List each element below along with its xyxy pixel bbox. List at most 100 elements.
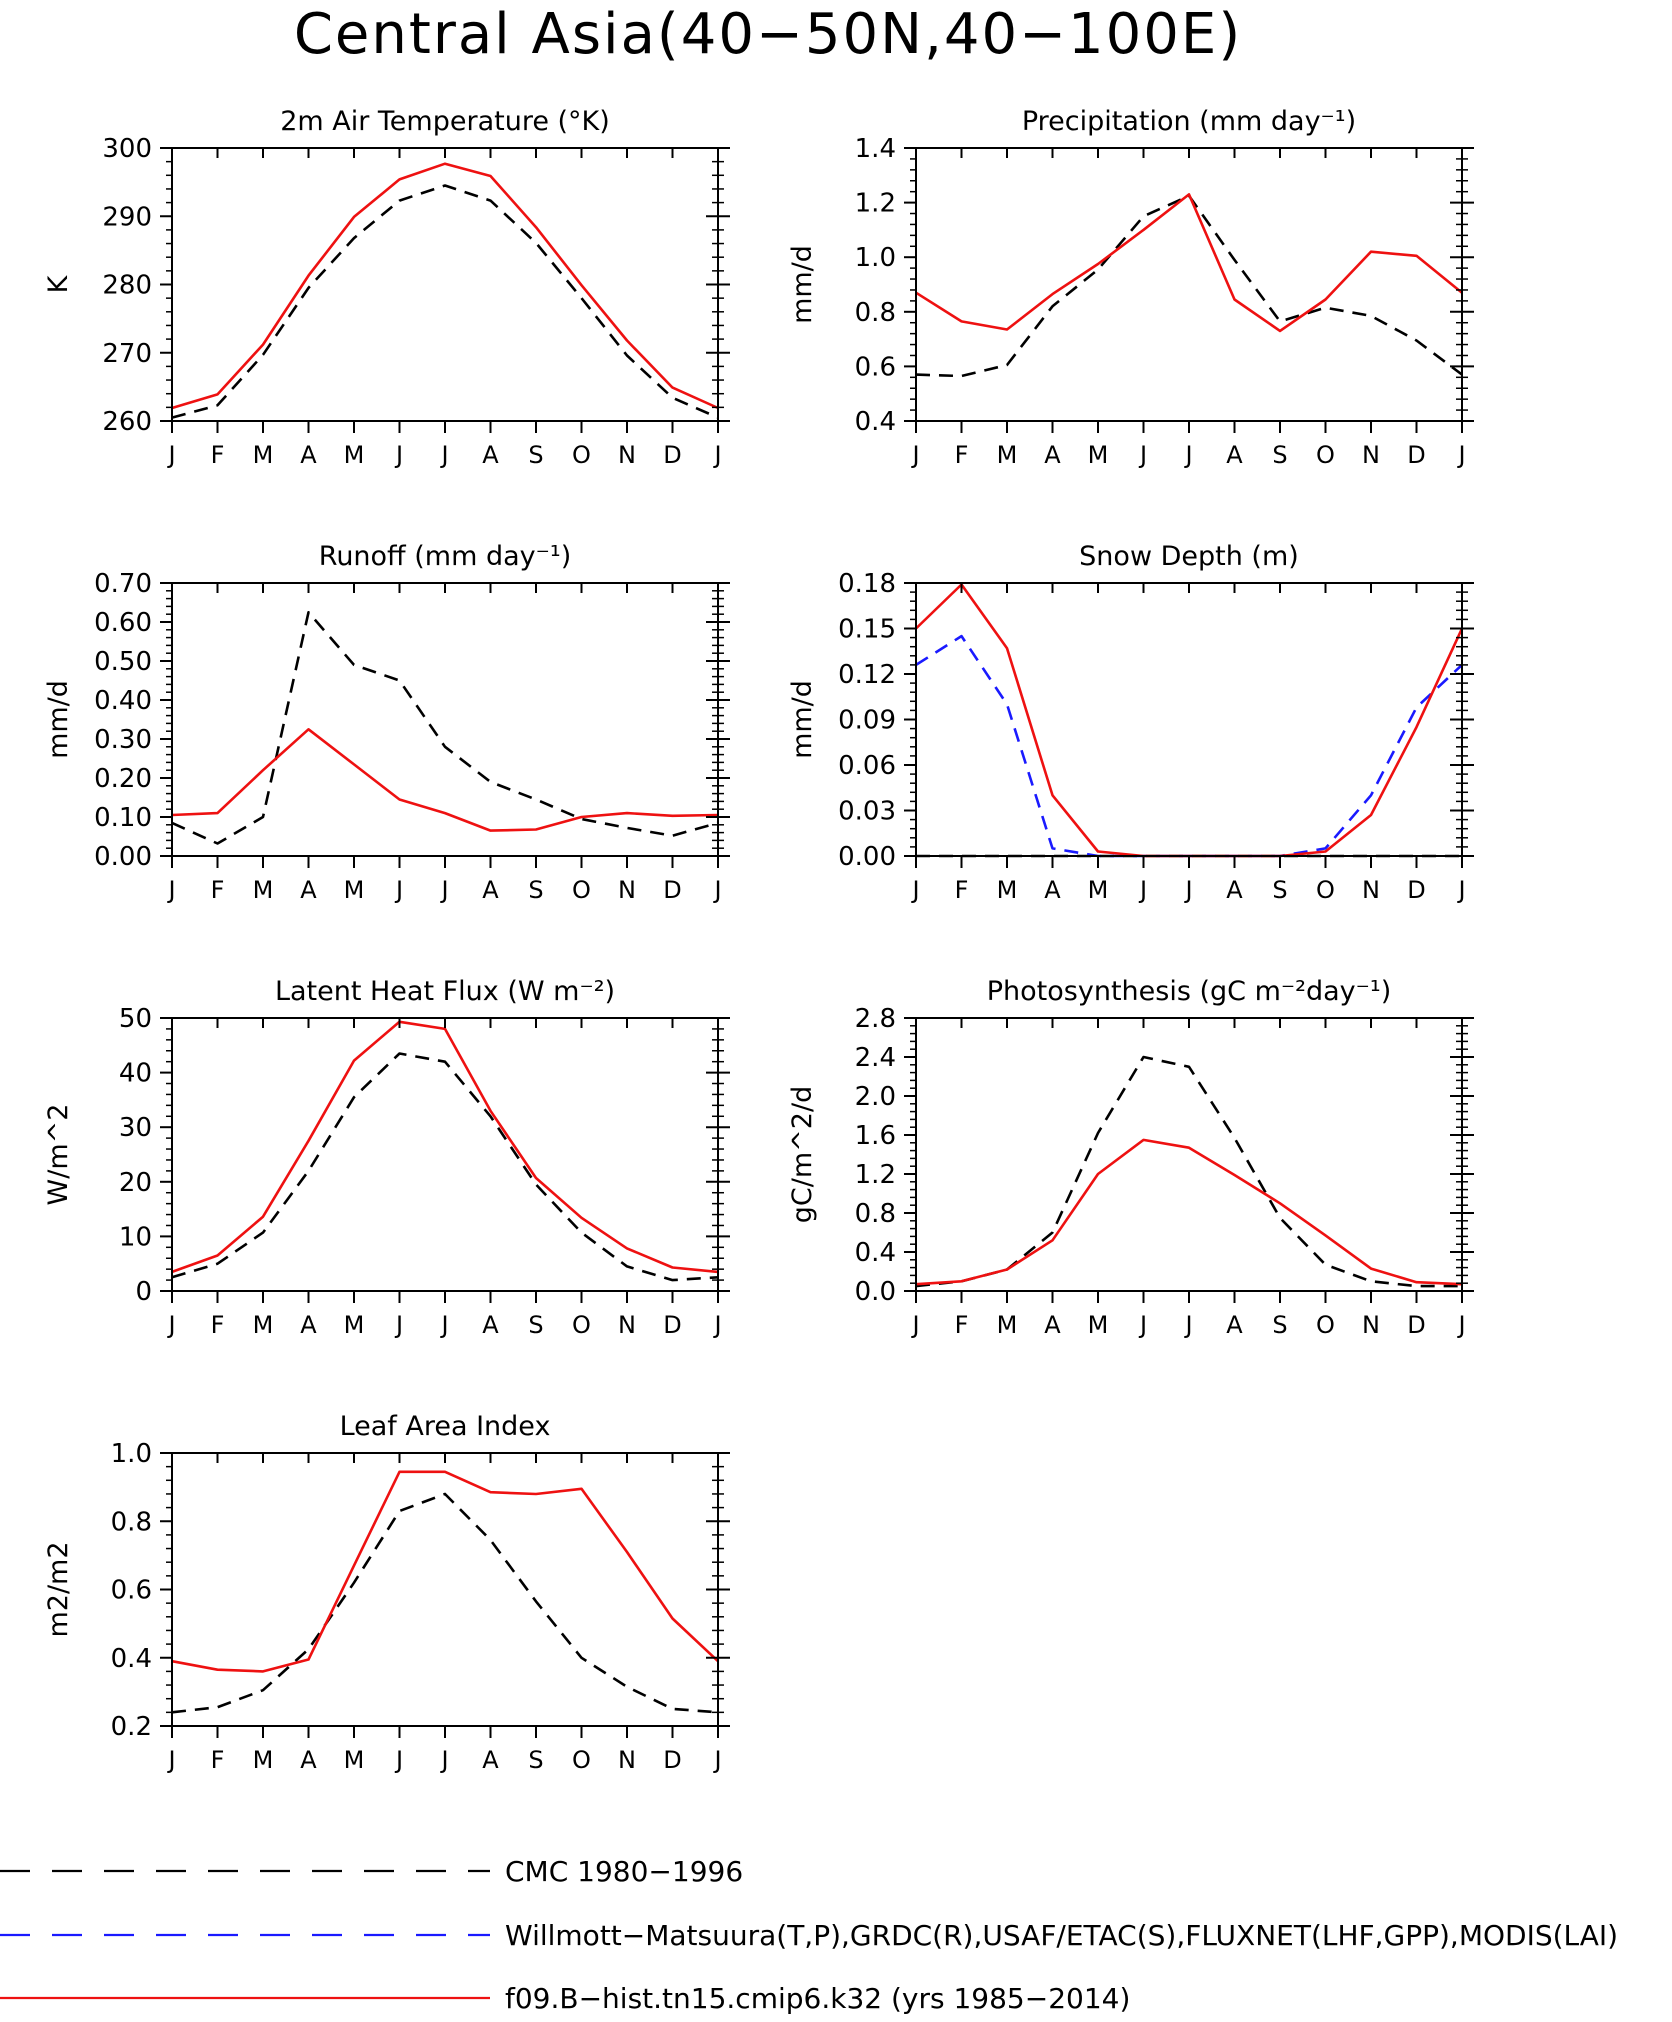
x-tick-label: J <box>1456 876 1465 904</box>
series-line-model <box>915 193 1463 333</box>
series-line-obs <box>171 1052 719 1282</box>
series-line-model <box>915 583 1464 858</box>
x-tick-label: F <box>955 441 969 469</box>
y-axis-label: mm/d <box>787 245 818 324</box>
y-tick-label: 0.40 <box>94 686 152 716</box>
x-tick-label: J <box>1456 1311 1465 1339</box>
x-tick-label: S <box>1272 1311 1287 1339</box>
x-tick-label: A <box>482 876 499 904</box>
x-tick-label: D <box>1407 441 1425 469</box>
x-tick-label: A <box>1044 876 1061 904</box>
series-line-model <box>171 1470 719 1673</box>
figure-title: Central Asia(40−50N,40−100E) <box>294 2 1242 67</box>
x-tick-label: M <box>1088 876 1109 904</box>
x-tick-label: N <box>1362 1311 1380 1339</box>
series-line-obs <box>171 610 719 845</box>
y-tick-label: 0.4 <box>111 1644 152 1674</box>
y-axis-label: mm/d <box>43 680 74 759</box>
legend: CMC 1980−1996 Willmott−Matsuura(T,P),GRDC… <box>0 1855 1618 2015</box>
y-tick-label: 1.4 <box>855 134 896 164</box>
x-tick-label: D <box>663 1311 681 1339</box>
x-tick-label: D <box>663 1746 681 1774</box>
y-tick-label: 260 <box>102 407 152 437</box>
y-tick-label: 0.03 <box>838 797 896 827</box>
x-tick-label: A <box>300 876 317 904</box>
x-tick-label: J <box>439 1746 448 1774</box>
plot-frame <box>915 1017 1463 1292</box>
x-tick-label: F <box>211 441 225 469</box>
series-line-obs <box>171 184 719 419</box>
x-tick-label: O <box>572 876 591 904</box>
x-tick-label: J <box>910 876 919 904</box>
y-axis-label: m2/m2 <box>43 1541 74 1637</box>
x-tick-label: M <box>253 1311 274 1339</box>
x-tick-label: J <box>439 441 448 469</box>
y-tick-label: 0.4 <box>855 407 896 437</box>
x-tick-label: J <box>394 876 403 904</box>
panel-title: Latent Heat Flux (W m⁻²) <box>275 976 615 1007</box>
y-tick-label: 0.30 <box>94 725 152 755</box>
x-tick-label: F <box>955 1311 969 1339</box>
x-tick-label: S <box>528 1746 543 1774</box>
x-tick-label: A <box>300 1311 317 1339</box>
y-tick-label: 0.2 <box>111 1712 152 1742</box>
y-tick-label: 2.8 <box>855 1004 896 1034</box>
x-tick-label: J <box>439 1311 448 1339</box>
y-tick-label: 0.60 <box>94 608 152 638</box>
x-tick-label: J <box>712 876 721 904</box>
x-tick-label: O <box>572 1311 591 1339</box>
x-tick-label: A <box>1226 441 1243 469</box>
series-line-model <box>171 162 719 410</box>
y-tick-label: 2.4 <box>855 1043 896 1073</box>
x-tick-label: N <box>618 1746 636 1774</box>
y-axis-label: gC/m^2/d <box>787 1086 818 1223</box>
chart-panel-4: J F M A M J J A S O N D J0.000.030.060.090.120.150.1… <box>787 541 1474 904</box>
y-tick-label: 0 <box>135 1277 152 1307</box>
x-tick-label: A <box>1226 876 1243 904</box>
y-axis-label: K <box>43 274 74 293</box>
x-tick-label: J <box>1183 876 1192 904</box>
series-line-model <box>915 1138 1463 1286</box>
x-tick-label: M <box>997 876 1018 904</box>
y-tick-label: 0.10 <box>94 803 152 833</box>
y-tick-label: 0.6 <box>855 352 896 382</box>
x-tick-label: O <box>1316 1311 1335 1339</box>
x-tick-label: J <box>1183 1311 1192 1339</box>
x-tick-label: M <box>344 1746 365 1774</box>
x-tick-label: A <box>482 1746 499 1774</box>
series-line-obs <box>915 194 1463 378</box>
x-tick-label: A <box>482 1311 499 1339</box>
legend-label-model: f09.B−hist.tn15.cmip6.k32 (yrs 1985−2014… <box>505 1982 1130 2015</box>
y-axis-label: W/m^2 <box>43 1104 74 1206</box>
x-tick-label: S <box>528 876 543 904</box>
plot-frame <box>171 147 719 422</box>
x-tick-label: J <box>394 1746 403 1774</box>
x-tick-label: M <box>1088 441 1109 469</box>
y-tick-label: 0.09 <box>838 706 896 736</box>
panel-title: Snow Depth (m) <box>1079 541 1299 572</box>
x-tick-label: J <box>712 441 721 469</box>
x-tick-label: A <box>1044 1311 1061 1339</box>
y-tick-label: 30 <box>119 1113 152 1143</box>
x-tick-label: N <box>1362 441 1380 469</box>
plot-frame <box>171 582 719 857</box>
panel-title: Runoff (mm day⁻¹) <box>319 541 571 572</box>
x-tick-label: J <box>394 441 403 469</box>
x-tick-label: S <box>1272 876 1287 904</box>
x-tick-label: D <box>1407 1311 1425 1339</box>
y-tick-label: 0.15 <box>838 615 896 645</box>
x-tick-label: J <box>166 1311 175 1339</box>
y-tick-label: 0.0 <box>855 1277 896 1307</box>
y-tick-label: 1.2 <box>855 189 896 219</box>
y-tick-label: 280 <box>102 271 152 301</box>
series-line-obs2 <box>915 634 1463 858</box>
x-tick-label: F <box>211 876 225 904</box>
series-line-obs <box>171 1492 719 1714</box>
x-tick-label: M <box>253 1746 274 1774</box>
x-tick-label: J <box>1138 1311 1147 1339</box>
x-tick-label: M <box>253 876 274 904</box>
x-tick-label: J <box>1138 441 1147 469</box>
